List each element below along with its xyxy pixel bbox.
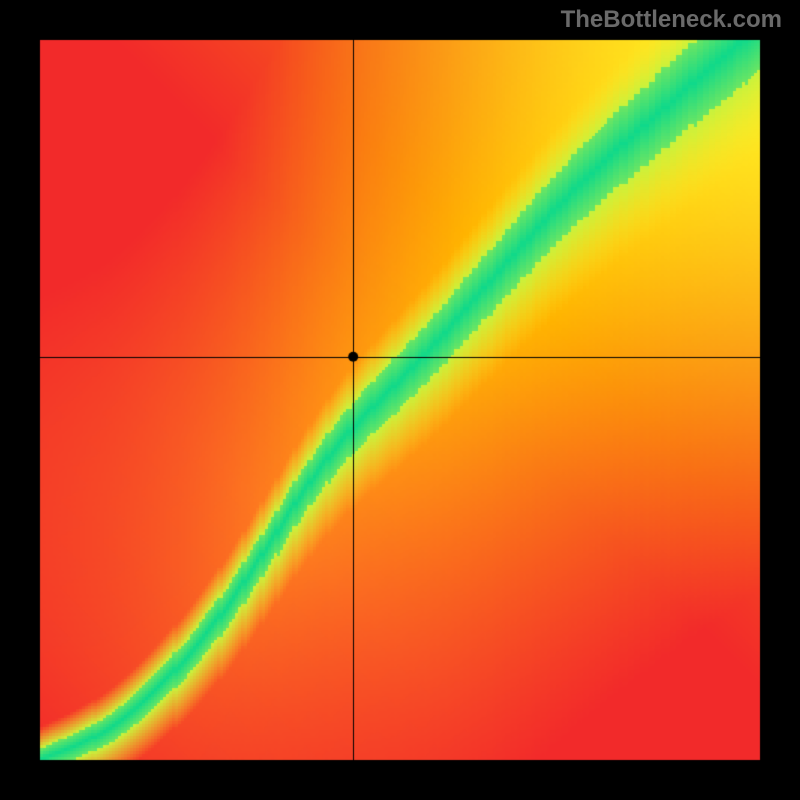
chart-container: TheBottleneck.com <box>0 0 800 800</box>
bottleneck-heatmap <box>0 0 800 800</box>
watermark-text: TheBottleneck.com <box>561 6 782 34</box>
